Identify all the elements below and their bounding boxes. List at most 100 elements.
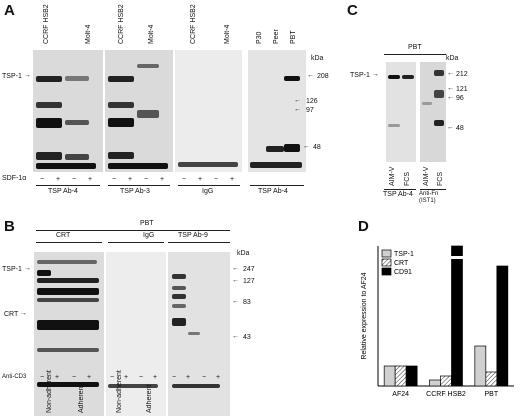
lane-label: CCRF HSB2	[43, 4, 50, 44]
marker-label: 247	[243, 266, 255, 273]
group-label: CRT	[56, 232, 71, 239]
group-bracket	[36, 242, 102, 243]
marker-arrow: ←	[303, 143, 310, 150]
marker-arrow: ←	[294, 97, 301, 104]
tsp1-label: TSP-1	[2, 266, 22, 273]
group-bracket	[178, 185, 240, 186]
treatment-label: Anti-CD3	[2, 374, 27, 380]
group-bracket	[108, 185, 170, 186]
blot-ab4	[33, 50, 103, 172]
panel-d-label: D	[358, 218, 369, 235]
marker-arrow: ←	[232, 265, 239, 272]
lane-label: P30	[256, 31, 263, 44]
lane-label: FCS	[437, 172, 444, 186]
marker-arrow: ←	[232, 277, 239, 284]
sign: −	[182, 176, 187, 183]
bar	[429, 379, 441, 387]
sign: −	[72, 176, 77, 183]
bar	[383, 365, 396, 387]
crt-arrow: →	[20, 310, 27, 317]
sign: +	[88, 176, 93, 183]
blot-igg	[175, 50, 242, 172]
sign: −	[72, 374, 77, 381]
pbt-label: PBT	[140, 220, 154, 227]
group-label: TSP Ab-4	[48, 188, 78, 195]
kda-label: kDa	[311, 55, 324, 62]
blot-tsp-ab9	[168, 252, 230, 416]
group-label: TSP Ab-4	[383, 191, 413, 198]
sign: +	[160, 176, 165, 183]
blot-cell-lines	[248, 50, 306, 172]
kda-label: kDa	[446, 55, 459, 62]
sign: +	[56, 176, 61, 183]
bar	[451, 245, 463, 387]
condition-label: Non-adherent	[116, 370, 123, 413]
chart-relative-expression: Relative expression to AF24 AF24 CCRF HSB2…	[361, 245, 514, 398]
group-bracket	[384, 189, 416, 190]
marker-arrow: ←	[447, 85, 454, 92]
sign: −	[139, 374, 144, 381]
group-bracket	[36, 185, 100, 186]
marker-arrow: ←	[447, 70, 454, 77]
group-label: IgG	[202, 188, 214, 195]
tsp1-label: TSP-1	[350, 72, 370, 79]
group-label: TSP Ab-4	[258, 188, 288, 195]
condition-label: Adherent	[78, 384, 85, 413]
blot-crt	[34, 252, 104, 416]
blot-c-fn	[420, 62, 446, 162]
lane-label: AIM-V	[423, 166, 430, 186]
group-bracket	[250, 185, 304, 186]
category-label: AF24	[392, 391, 409, 398]
lane-label: Molt-4	[85, 24, 92, 44]
bar	[440, 375, 452, 387]
treatment-label: SDF-1α	[2, 175, 27, 182]
marker-arrow: ←	[307, 72, 314, 79]
marker-label: 121	[456, 86, 468, 93]
category-label: CCRF HSB2	[426, 391, 466, 398]
group-label: TSP Ab-3	[120, 188, 150, 195]
sign: +	[153, 374, 158, 381]
panel-c-label: C	[347, 2, 358, 19]
blot-ab3	[105, 50, 173, 172]
marker-label: 48	[456, 125, 464, 132]
pbt-bracket	[36, 230, 230, 231]
group-label: Anti-Fn (IST1)	[419, 191, 439, 204]
blot-c-tsp	[386, 62, 416, 162]
blot-igg-b	[106, 252, 166, 416]
lane-label: Molt-4	[148, 24, 155, 44]
sign: −	[40, 176, 45, 183]
tsp1-arrow: →	[24, 265, 31, 272]
pbt-bracket	[384, 54, 446, 55]
marker-label: 96	[456, 95, 464, 102]
marker-label: 208	[317, 73, 329, 80]
marker-label: 126	[306, 98, 318, 105]
legend-swatch	[381, 267, 392, 276]
marker-label: 83	[243, 299, 251, 306]
group-label: IgG	[143, 232, 155, 239]
lane-label: CCRF HSB2	[118, 4, 125, 44]
lane-label: FCS	[404, 172, 411, 186]
group-bracket	[420, 189, 446, 190]
panel-a-label: A	[4, 2, 15, 19]
sign: −	[40, 374, 45, 381]
sign: +	[87, 374, 92, 381]
group-bracket	[108, 242, 164, 243]
sign: +	[124, 374, 129, 381]
sign: −	[144, 176, 149, 183]
bar	[496, 265, 509, 387]
marker-label: 43	[243, 334, 251, 341]
axis-break-mark	[450, 256, 464, 259]
marker-label: 127	[243, 278, 255, 285]
marker-label: 212	[456, 71, 468, 78]
sign: +	[216, 374, 221, 381]
legend-entry: CRT	[394, 260, 409, 267]
category-label: PBT	[485, 391, 499, 398]
sign: +	[128, 176, 133, 183]
sign: −	[112, 176, 117, 183]
marker-arrow: ←	[232, 333, 239, 340]
marker-label: 97	[306, 107, 314, 114]
pbt-label: PBT	[408, 44, 422, 51]
sign: −	[172, 374, 177, 381]
marker-arrow: ←	[447, 124, 454, 131]
lane-label: Peer	[273, 29, 280, 44]
